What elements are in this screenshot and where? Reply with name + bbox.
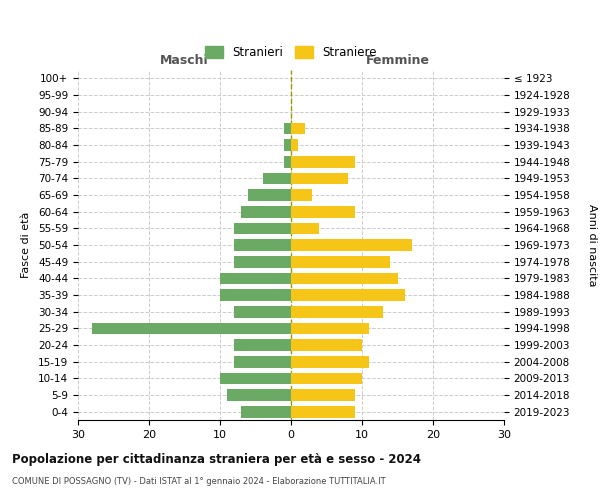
Bar	[284, 139, 291, 151]
Bar	[220, 272, 291, 284]
Bar	[291, 172, 348, 184]
Bar	[234, 222, 291, 234]
Y-axis label: Anni di nascita: Anni di nascita	[587, 204, 597, 286]
Bar	[291, 272, 398, 284]
Bar	[291, 189, 313, 201]
Bar	[284, 156, 291, 168]
Bar	[291, 139, 298, 151]
Bar	[291, 389, 355, 401]
Bar	[291, 339, 362, 351]
Bar	[220, 372, 291, 384]
Bar	[227, 389, 291, 401]
Y-axis label: Fasce di età: Fasce di età	[21, 212, 31, 278]
Bar	[291, 306, 383, 318]
Bar	[291, 222, 319, 234]
Bar	[291, 372, 362, 384]
Bar	[234, 306, 291, 318]
Bar	[291, 156, 355, 168]
Bar	[220, 289, 291, 301]
Bar	[291, 356, 369, 368]
Bar	[234, 239, 291, 251]
Bar	[291, 206, 355, 218]
Bar	[291, 256, 391, 268]
Bar	[234, 356, 291, 368]
Bar	[234, 256, 291, 268]
Bar	[291, 239, 412, 251]
Bar	[291, 122, 305, 134]
Text: Maschi: Maschi	[160, 54, 209, 66]
Bar	[92, 322, 291, 334]
Bar	[248, 189, 291, 201]
Bar	[234, 339, 291, 351]
Text: COMUNE DI POSSAGNO (TV) - Dati ISTAT al 1° gennaio 2024 - Elaborazione TUTTITALI: COMUNE DI POSSAGNO (TV) - Dati ISTAT al …	[12, 478, 386, 486]
Legend: Stranieri, Straniere: Stranieri, Straniere	[200, 41, 382, 64]
Bar	[291, 322, 369, 334]
Bar	[263, 172, 291, 184]
Text: Femmine: Femmine	[365, 54, 430, 66]
Bar	[241, 206, 291, 218]
Bar	[291, 406, 355, 417]
Bar	[291, 289, 404, 301]
Bar	[284, 122, 291, 134]
Bar	[241, 406, 291, 417]
Text: Popolazione per cittadinanza straniera per età e sesso - 2024: Popolazione per cittadinanza straniera p…	[12, 452, 421, 466]
